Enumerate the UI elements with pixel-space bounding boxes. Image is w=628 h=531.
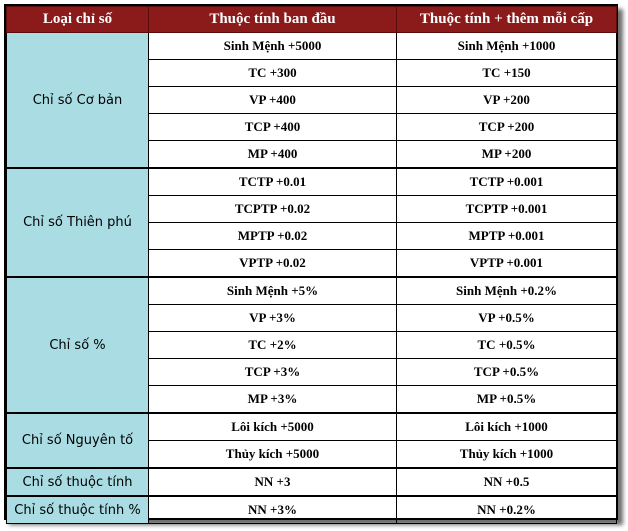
base-attribute-cell: Lôi kích +5000 — [148, 412, 397, 441]
table-row: VP +3% VP +0.5% — [7, 304, 617, 332]
per-level-attribute-cell: MPTP +0.001 — [396, 222, 617, 250]
table-row: Chỉ số thuộc tính % NN +3% NN +0.2% — [6, 495, 617, 524]
table-row: Chỉ số Cơ bản Sinh Mệnh +5000 Sinh Mệnh +1… — [6, 32, 617, 169]
per-level-attribute-cell: TCP +0.5% — [396, 358, 617, 386]
table-row: Thủy kích +5000 Thủy kích +1000 — [7, 440, 617, 469]
base-attribute-cell: MPTP +0.02 — [148, 222, 397, 250]
per-level-attribute-cell: TC +0.5% — [396, 331, 617, 359]
table-row: Chỉ số % Sinh Mệnh +5% Sinh Mệnh +0.2% — [6, 276, 617, 414]
per-level-attribute-cell: Lôi kích +1000 — [396, 412, 617, 441]
table-row: Chỉ số Nguyên tố Lôi kích +5000 Lôi kích +… — [6, 412, 617, 469]
per-level-attribute-cell: Sinh Mệnh +0.2% — [396, 276, 617, 305]
category-cell: Chỉ số Nguyên tố — [6, 412, 149, 469]
base-attribute-cell: MP +3% — [148, 385, 397, 414]
category-cell: Chỉ số thuộc tính % — [6, 495, 149, 524]
per-level-attribute-cell: Thủy kích +1000 — [396, 440, 617, 469]
category-cell: Chỉ số Cơ bản — [6, 32, 149, 169]
category-cell: Chỉ số % — [6, 276, 149, 414]
base-attribute-cell: Sinh Mệnh +5% — [148, 276, 397, 305]
table-row: VP +400 VP +200 — [7, 86, 617, 114]
per-level-attribute-cell: TC +150 — [396, 59, 617, 87]
table-row: VPTP +0.02 VPTP +0.001 — [7, 249, 617, 278]
per-level-attribute-cell: MP +200 — [396, 140, 617, 169]
base-attribute-cell: TC +300 — [148, 59, 397, 87]
stats-table-frame: Loại chỉ số Thuộc tính ban đầu Thuộc tín… — [4, 4, 618, 524]
base-attribute-cell: VP +400 — [148, 86, 397, 114]
base-attribute-cell: NN +3 — [148, 467, 397, 497]
table-row: MPTP +0.02 MPTP +0.001 — [7, 222, 617, 250]
table-row: TCPTP +0.02 TCPTP +0.001 — [7, 195, 617, 223]
base-attribute-cell: Thủy kích +5000 — [148, 440, 397, 469]
per-level-attribute-cell: NN +0.2% — [396, 495, 617, 524]
per-level-attribute-cell: Sinh Mệnh +1000 — [396, 32, 617, 60]
base-attribute-cell: TCP +3% — [148, 358, 397, 386]
base-attribute-cell: VP +3% — [148, 304, 397, 332]
base-attribute-cell: TC +2% — [148, 331, 397, 359]
base-attribute-cell: Sinh Mệnh +5000 — [148, 32, 397, 60]
per-level-attribute-cell: VP +0.5% — [396, 304, 617, 332]
table-row: TC +2% TC +0.5% — [7, 331, 617, 359]
table-row: MP +3% MP +0.5% — [7, 385, 617, 414]
table-header-row: Loại chỉ số Thuộc tính ban đầu Thuộc tín… — [6, 6, 617, 33]
table-row: Chỉ số Thiên phú TCTP +0.01 TCTP +0.001 — [6, 167, 617, 278]
base-attribute-cell: TCP +400 — [148, 113, 397, 141]
table-body: Chỉ số Cơ bản Sinh Mệnh +5000 Sinh Mệnh +1… — [6, 32, 617, 524]
per-level-attribute-cell: MP +0.5% — [396, 385, 617, 414]
header-base-attribute: Thuộc tính ban đầu — [148, 6, 397, 33]
per-level-attribute-cell: TCTP +0.001 — [396, 167, 617, 196]
base-attribute-cell: MP +400 — [148, 140, 397, 169]
base-attribute-cell: VPTP +0.02 — [148, 249, 397, 278]
table-row: TCP +3% TCP +0.5% — [7, 358, 617, 386]
per-level-attribute-cell: NN +0.5 — [396, 467, 617, 497]
base-attribute-cell: TCTP +0.01 — [148, 167, 397, 196]
base-attribute-cell: TCPTP +0.02 — [148, 195, 397, 223]
category-cell: Chỉ số thuộc tính — [6, 467, 149, 497]
table-row: TC +300 TC +150 — [7, 59, 617, 87]
per-level-attribute-cell: TCPTP +0.001 — [396, 195, 617, 223]
per-level-attribute-cell: TCP +200 — [396, 113, 617, 141]
table-row: MP +400 MP +200 — [7, 140, 617, 169]
table-row: Chỉ số thuộc tính NN +3 NN +0.5 — [6, 467, 617, 497]
base-attribute-cell: NN +3% — [148, 495, 397, 524]
table-row: TCP +400 TCP +200 — [7, 113, 617, 141]
header-per-level-attribute: Thuộc tính + thêm mỗi cấp — [396, 6, 617, 33]
per-level-attribute-cell: VPTP +0.001 — [396, 249, 617, 278]
category-cell: Chỉ số Thiên phú — [6, 167, 149, 278]
stats-table: Loại chỉ số Thuộc tính ban đầu Thuộc tín… — [6, 6, 617, 524]
header-category: Loại chỉ số — [6, 6, 149, 33]
per-level-attribute-cell: VP +200 — [396, 86, 617, 114]
